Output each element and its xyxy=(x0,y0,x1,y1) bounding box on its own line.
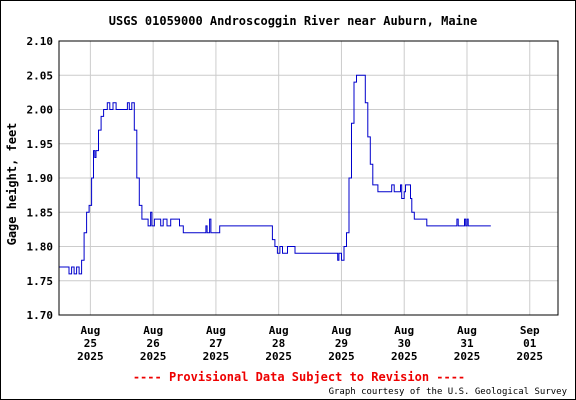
y-tick-label: 1.70 xyxy=(27,309,54,322)
x-tick-label: 31 xyxy=(460,337,474,350)
y-tick-label: 1.75 xyxy=(27,275,54,288)
y-tick-label: 1.80 xyxy=(27,241,54,254)
data-series xyxy=(59,74,491,275)
y-tick-label: 1.85 xyxy=(27,206,54,219)
x-tick-label: Aug xyxy=(269,324,289,337)
x-tick-label: 2025 xyxy=(265,350,292,363)
x-tick-label: Aug xyxy=(143,324,163,337)
x-tick-label: 2025 xyxy=(517,350,544,363)
x-tick-label: 26 xyxy=(147,337,161,350)
usgs-credit: Graph courtesy of the U.S. Geological Su… xyxy=(329,387,568,397)
y-tick-label: 2.00 xyxy=(27,104,54,117)
x-tick-label: 01 xyxy=(523,337,537,350)
x-tick-label: 28 xyxy=(272,337,285,350)
x-tick-label: 29 xyxy=(335,337,348,350)
x-tick-label: 2025 xyxy=(203,350,230,363)
plot-area-border xyxy=(58,40,559,316)
x-tick-label: 2025 xyxy=(454,350,481,363)
x-tick-label: 2025 xyxy=(328,350,355,363)
y-axis-label: Gage height, feet xyxy=(5,123,19,246)
y-tick-label: 1.95 xyxy=(27,138,54,151)
x-tick-label: Aug xyxy=(332,324,352,337)
x-tick-label: Sep xyxy=(520,324,540,337)
y-tick-label: 1.90 xyxy=(27,172,54,185)
y-tick-label: 2.10 xyxy=(27,35,54,48)
x-tick-label: Aug xyxy=(206,324,226,337)
chart-title: USGS 01059000 Androscoggin River near Au… xyxy=(109,14,477,28)
provisional-notice: ---- Provisional Data Subject to Revisio… xyxy=(133,370,465,384)
x-tick-label: 2025 xyxy=(391,350,418,363)
x-tick-label: 27 xyxy=(209,337,222,350)
x-tick-label: 30 xyxy=(398,337,411,350)
x-tick-label: Aug xyxy=(394,324,414,337)
y-tick-labels: 2.10 2.05 2.00 1.95 1.90 1.85 1.80 1.75 1.70 xyxy=(27,35,54,322)
x-tick-label: Aug xyxy=(80,324,100,337)
y-tick-label: 2.05 xyxy=(27,69,54,82)
x-tick-label: 2025 xyxy=(140,350,167,363)
grid-lines xyxy=(59,40,558,316)
x-tick-labels: Aug252025Aug262025Aug272025Aug282025Aug2… xyxy=(77,324,543,363)
x-tick-label: 25 xyxy=(84,337,97,350)
gage-height-series-line xyxy=(59,74,491,275)
x-tick-label: Aug xyxy=(457,324,477,337)
x-tick-label: 2025 xyxy=(77,350,104,363)
